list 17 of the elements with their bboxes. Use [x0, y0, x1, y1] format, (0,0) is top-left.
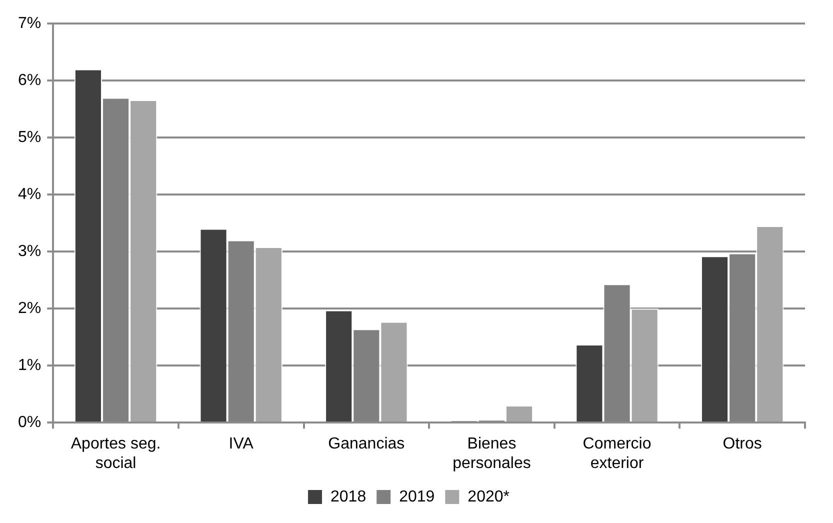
legend-label: 2019: [399, 488, 435, 506]
x-tick-label: Ganancias: [328, 436, 405, 453]
y-tick-label: 0%: [18, 414, 42, 432]
y-tick-label: 4%: [18, 186, 42, 204]
x-tick-label: Bienes personales: [452, 436, 531, 472]
y-tick-label: 2%: [18, 300, 42, 318]
y-tick-label: 1%: [18, 357, 42, 374]
y-tick-label: 5%: [18, 129, 42, 146]
x-tick-label: IVA: [228, 436, 254, 453]
x-tick-label: Aportes seg. social: [70, 436, 161, 472]
y-tick-label: 3%: [18, 243, 42, 260]
x-tick-label: Comercio exterior: [582, 436, 652, 472]
legend-label: 2018: [330, 488, 366, 506]
legend-label: 2020*: [468, 488, 510, 506]
y-tick-label: 7%: [18, 15, 42, 32]
y-tick-label: 6%: [18, 72, 42, 90]
x-tick-label: Otros: [722, 436, 762, 453]
